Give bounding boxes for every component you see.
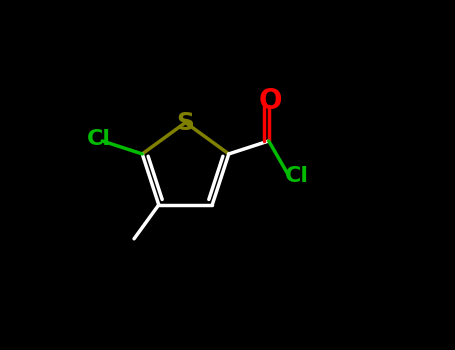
Text: O: O xyxy=(259,87,282,115)
Text: Cl: Cl xyxy=(87,129,111,149)
Text: Cl: Cl xyxy=(285,166,308,186)
Text: S: S xyxy=(177,111,194,134)
